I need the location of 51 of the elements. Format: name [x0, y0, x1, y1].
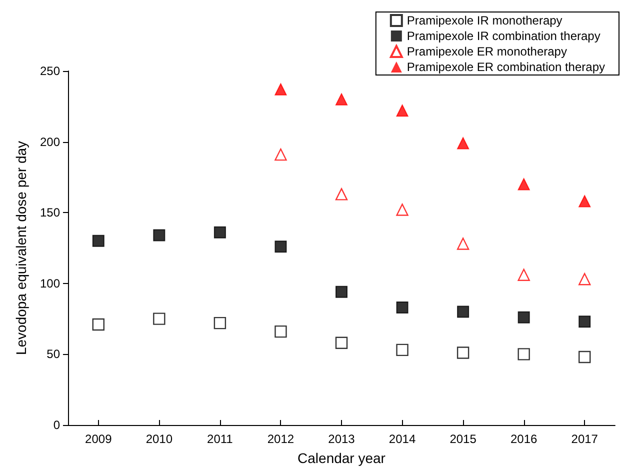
- y-tick-label: 250: [40, 64, 60, 78]
- point: [396, 344, 408, 356]
- point: [335, 336, 348, 349]
- point: [578, 273, 591, 286]
- point: [274, 240, 287, 253]
- point: [214, 316, 226, 330]
- x-tick-label: 2010: [146, 432, 173, 446]
- legend-label: Pramipexole IR combination therapy: [406, 29, 600, 43]
- x-tick-label: 2014: [388, 432, 416, 446]
- point: [518, 178, 530, 190]
- point: [578, 195, 591, 208]
- point: [335, 188, 348, 200]
- point: [518, 268, 530, 282]
- legend-label: Pramipexole ER combination therapy: [406, 60, 606, 74]
- point: [518, 311, 530, 324]
- point: [336, 286, 348, 298]
- legend-label: Pramipexole IR monotherapy: [406, 14, 562, 28]
- point: [153, 229, 166, 242]
- y-tick-label: 200: [40, 134, 60, 149]
- point: [396, 104, 408, 117]
- x-tick-label: 2015: [450, 432, 477, 446]
- x-tick-label: 2017: [571, 432, 598, 446]
- y-tick-label: 150: [40, 206, 60, 220]
- point: [274, 148, 287, 161]
- point: [456, 238, 470, 250]
- y-axis-title: Levodopa equivalent dose per day: [13, 140, 29, 356]
- legend-label: Pramipexole ER monotherapy: [406, 44, 567, 58]
- x-axis-title: Calendar year: [298, 450, 386, 466]
- point: [92, 234, 104, 247]
- x-tick-label: 2009: [85, 432, 112, 446]
- y-tick-label: 0: [53, 418, 60, 432]
- point: [578, 316, 591, 328]
- x-tick-label: 2011: [207, 432, 234, 446]
- point: [518, 348, 530, 360]
- point: [153, 312, 166, 325]
- point: [336, 93, 348, 106]
- point: [396, 204, 408, 216]
- point: [274, 83, 287, 96]
- x-tick-label: 2016: [510, 432, 538, 446]
- point: [457, 306, 470, 318]
- x-tick-label: 2012: [267, 432, 294, 446]
- y-tick-label: 50: [46, 347, 60, 362]
- point: [274, 325, 287, 338]
- point: [92, 318, 104, 331]
- x-tick-label: 2013: [328, 432, 356, 446]
- point: [457, 137, 470, 150]
- point: [578, 350, 591, 364]
- point: [396, 301, 408, 314]
- point: [214, 226, 226, 238]
- point: [456, 346, 470, 359]
- y-tick-label: 100: [40, 276, 60, 290]
